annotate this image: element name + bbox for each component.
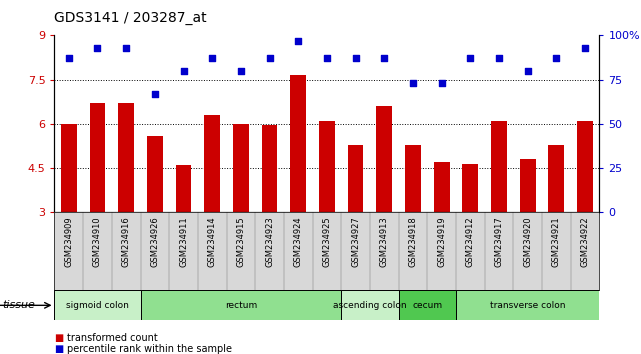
Bar [376,106,392,212]
Point [322,56,332,61]
Text: transverse colon: transverse colon [490,301,565,310]
Bar [262,125,278,212]
Bar [204,115,220,212]
Text: GSM234916: GSM234916 [122,216,131,267]
Text: rectum: rectum [225,301,257,310]
Point [408,80,418,86]
Bar [319,121,335,212]
Bar [119,103,134,212]
Bar [290,75,306,212]
Point [494,56,504,61]
Text: GDS3141 / 203287_at: GDS3141 / 203287_at [54,11,207,25]
Text: ■: ■ [54,333,63,343]
Bar [405,144,421,212]
Point [63,56,74,61]
Point [207,56,217,61]
Bar [140,290,341,320]
Text: GSM234915: GSM234915 [237,216,246,267]
Bar [434,162,449,212]
Point [236,68,246,74]
Text: GSM234918: GSM234918 [408,216,417,267]
Bar [341,290,399,320]
Bar [176,165,192,212]
Bar [456,290,599,320]
Point [92,45,103,51]
Text: GSM234917: GSM234917 [494,216,503,267]
Text: GSM234909: GSM234909 [64,216,73,267]
Text: ■: ■ [54,344,63,354]
Point [121,45,131,51]
Text: GSM234922: GSM234922 [581,216,590,267]
Point [522,68,533,74]
Point [351,56,361,61]
Text: ascending colon: ascending colon [333,301,407,310]
Bar [61,124,77,212]
Bar [90,103,105,212]
Point [178,68,188,74]
Text: GSM234927: GSM234927 [351,216,360,267]
Bar [147,136,163,212]
Text: GSM234914: GSM234914 [208,216,217,267]
Point [465,56,476,61]
Point [293,38,303,44]
Bar [233,124,249,212]
Point [580,45,590,51]
Bar [491,121,507,212]
Point [437,80,447,86]
Point [265,56,275,61]
Text: transformed count: transformed count [67,333,158,343]
Text: percentile rank within the sample: percentile rank within the sample [67,344,232,354]
Text: GSM234925: GSM234925 [322,216,331,267]
Text: GSM234912: GSM234912 [466,216,475,267]
Point [551,56,562,61]
Text: GSM234920: GSM234920 [523,216,532,267]
Text: GSM234910: GSM234910 [93,216,102,267]
Text: cecum: cecum [412,301,442,310]
Bar [347,144,363,212]
Text: GSM234923: GSM234923 [265,216,274,267]
Text: tissue: tissue [2,300,35,310]
Point [379,56,389,61]
Bar [399,290,456,320]
Text: GSM234913: GSM234913 [379,216,388,267]
Bar [520,159,535,212]
Bar [577,121,593,212]
Text: GSM234911: GSM234911 [179,216,188,267]
Text: GSM234919: GSM234919 [437,216,446,267]
Bar [54,290,140,320]
Text: GSM234924: GSM234924 [294,216,303,267]
Text: sigmoid colon: sigmoid colon [66,301,129,310]
Bar [462,164,478,212]
Point [150,91,160,97]
Bar [549,144,564,212]
Text: GSM234926: GSM234926 [151,216,160,267]
Text: GSM234921: GSM234921 [552,216,561,267]
